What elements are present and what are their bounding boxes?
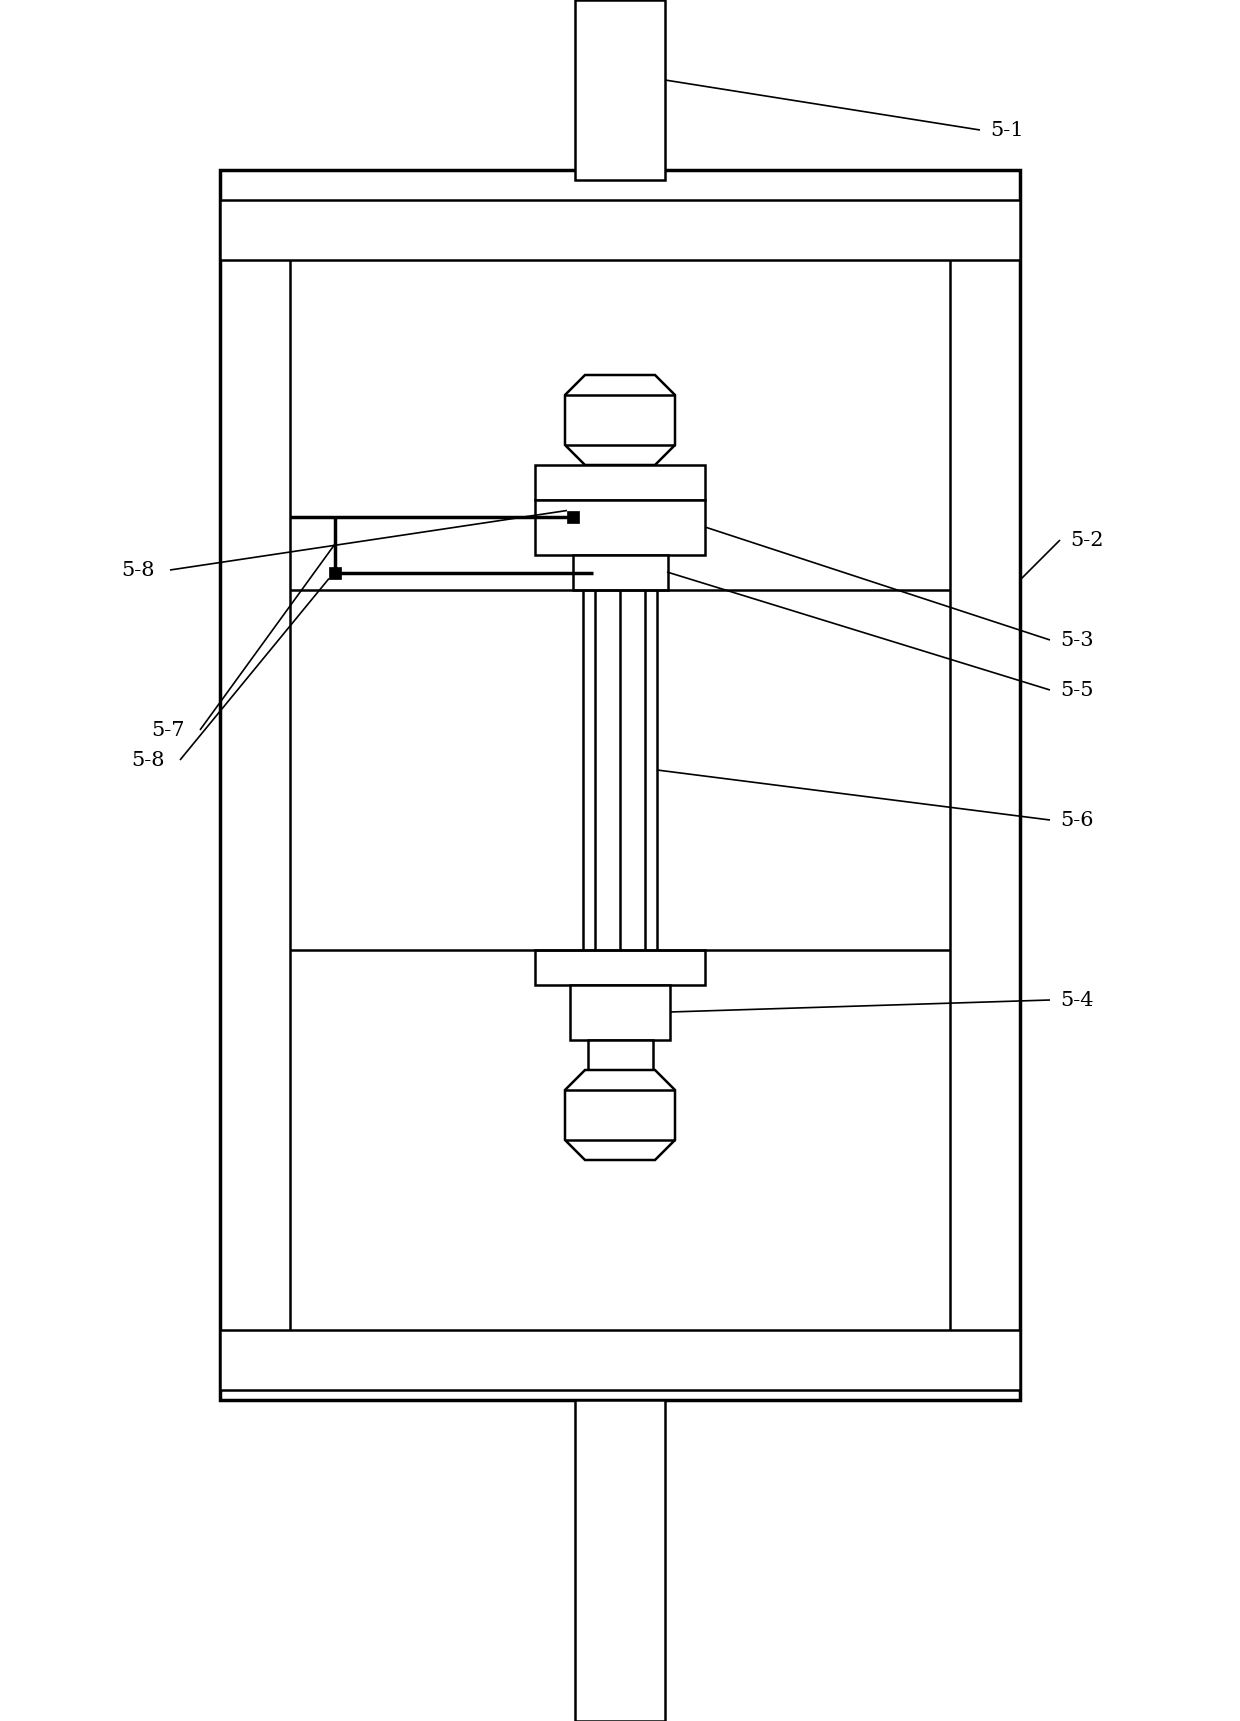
Text: 5-1: 5-1 <box>990 120 1024 139</box>
Text: 5-4: 5-4 <box>1060 991 1094 1010</box>
Bar <box>575 0 665 181</box>
Bar <box>567 511 579 523</box>
Bar <box>575 1399 665 1721</box>
Text: 5-8: 5-8 <box>122 561 155 580</box>
Polygon shape <box>565 375 675 465</box>
Polygon shape <box>565 1070 675 1160</box>
Text: 5-7: 5-7 <box>151 721 185 740</box>
Bar <box>534 465 706 501</box>
Text: 5-5: 5-5 <box>1060 680 1094 699</box>
Bar <box>219 1330 1021 1391</box>
Bar <box>588 1039 653 1070</box>
Bar <box>534 950 706 984</box>
Bar <box>219 170 1021 1399</box>
Text: 5-8: 5-8 <box>131 750 165 769</box>
Bar <box>219 200 1021 260</box>
Bar <box>329 566 341 578</box>
Text: 5-6: 5-6 <box>1060 811 1094 830</box>
Text: 5-3: 5-3 <box>1060 630 1094 649</box>
Text: 5-2: 5-2 <box>1070 530 1104 549</box>
Bar <box>573 554 668 590</box>
Bar <box>570 984 670 1039</box>
Bar <box>534 501 706 554</box>
